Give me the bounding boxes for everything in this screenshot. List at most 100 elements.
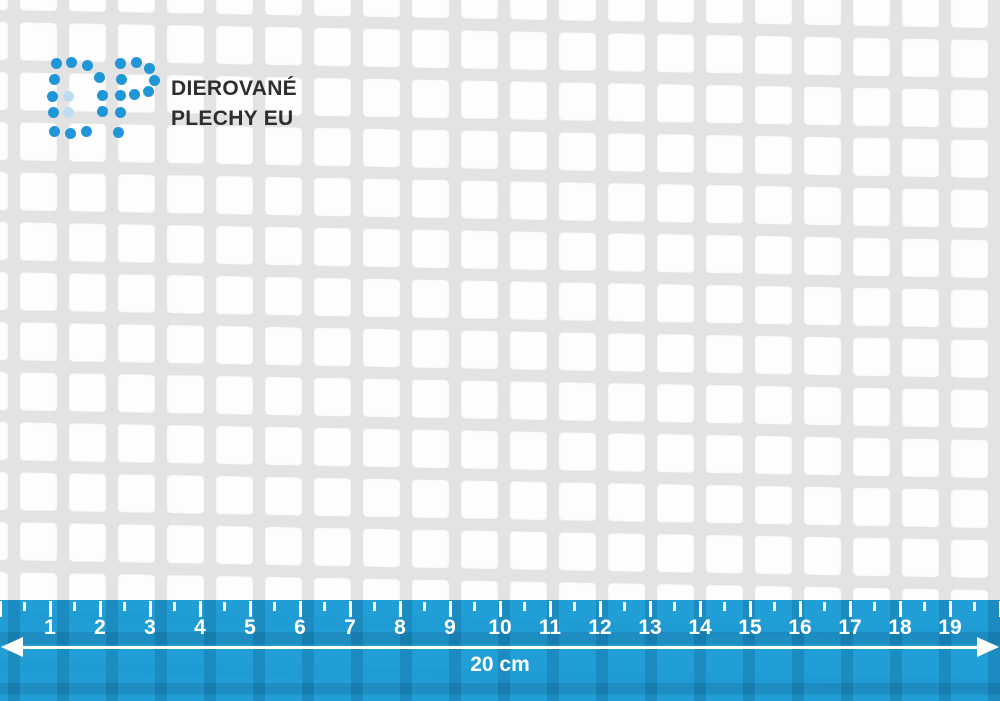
perforation-hole [951, 288, 988, 329]
logo-dot [81, 59, 93, 71]
perforation-hole [706, 534, 743, 574]
ruler-tick-major [849, 601, 852, 617]
perforation-hole [804, 0, 841, 26]
brand-name-line2: PLECHY EU [171, 107, 294, 130]
brand-name-line1: DIEROVANÉ [171, 77, 297, 100]
ruler-tick-major [599, 601, 602, 617]
perforation-hole [755, 535, 792, 575]
perforation-hole [69, 472, 106, 512]
ruler-number: 3 [144, 616, 156, 639]
perforation-hole [853, 187, 890, 227]
ruler-number: 15 [738, 616, 762, 639]
brand-logo: DIEROVANÉ PLECHY EU [0, 0, 420, 170]
perforation-hole [314, 477, 351, 517]
perforation-hole [657, 183, 694, 223]
perforation-hole [853, 137, 890, 177]
perforation-hole [902, 188, 939, 228]
perforation-hole [314, 277, 351, 317]
perforation-hole [755, 185, 792, 225]
ruler-tick-minor [123, 602, 126, 611]
perforation-hole [167, 174, 204, 214]
perforation-hole [216, 325, 253, 365]
perforation-hole [167, 274, 204, 314]
logo-dot [114, 57, 126, 69]
perforation-hole [363, 278, 400, 318]
perforation-hole [706, 84, 743, 124]
perforation-hole [608, 282, 645, 322]
perforation-hole [412, 329, 449, 369]
perforation-hole [706, 134, 743, 174]
perforation-hole [167, 374, 204, 414]
ruler-tick-major [99, 601, 102, 617]
perforation-hole [216, 175, 253, 215]
perforation-hole [216, 425, 253, 465]
perforation-hole [69, 272, 106, 312]
ruler-number: 1 [44, 616, 56, 639]
ruler-tick-minor [523, 602, 526, 611]
ruler-tick-minor [273, 602, 276, 611]
perforation-hole [951, 38, 988, 79]
perforation-hole [951, 538, 988, 579]
perforation-hole [706, 234, 743, 274]
perforation-hole [461, 379, 498, 420]
logo-dot [114, 106, 126, 118]
logo-dot [80, 125, 92, 137]
perforation-hole [608, 432, 645, 472]
ruler-tick-minor [623, 602, 626, 611]
ruler-tick-minor [873, 602, 876, 611]
perforation-hole [657, 333, 694, 373]
perforation-hole [412, 229, 449, 269]
perforation-hole [69, 372, 106, 412]
perforation-hole [216, 225, 253, 265]
ruler-tick-major [149, 601, 152, 617]
perforation-hole [559, 281, 596, 321]
perforation-hole [265, 376, 302, 416]
logo-dot [143, 62, 155, 74]
ruler-tick-major [549, 601, 552, 617]
ruler-tick-major [199, 601, 202, 617]
perforation-hole [804, 536, 841, 576]
perforation-hole [559, 181, 596, 221]
perforation-hole [0, 520, 8, 561]
ruler-tick-minor [323, 602, 326, 611]
perforation-hole [608, 382, 645, 422]
perforation-hole [167, 224, 204, 264]
perforation-hole [755, 435, 792, 475]
perforation-hole [902, 0, 939, 28]
perforation-hole [559, 0, 596, 21]
perforation-hole [902, 438, 939, 478]
logo-dot [50, 57, 62, 69]
perforation-hole [461, 129, 498, 170]
perforation-hole [657, 233, 694, 273]
perforation-hole [804, 336, 841, 376]
perforation-hole [755, 335, 792, 375]
perforation-hole [657, 433, 694, 473]
perforation-hole [265, 426, 302, 466]
perforation-hole [853, 337, 890, 377]
ruler-tick-minor [573, 602, 576, 611]
perforation-hole [118, 523, 155, 563]
ruler-tick-minor [73, 602, 76, 611]
perforation-hole [608, 532, 645, 572]
ruler-tick-major [299, 601, 302, 617]
ruler-tick-minor [473, 602, 476, 611]
logo-dot [93, 71, 105, 83]
ruler-tick-major [499, 601, 502, 617]
perforation-hole [804, 186, 841, 226]
perforation-hole [657, 83, 694, 123]
perforation-hole [314, 377, 351, 417]
perforation-hole [510, 80, 547, 121]
perforation-hole [167, 424, 204, 464]
perforation-hole [706, 34, 743, 74]
perforation-hole [461, 479, 498, 520]
ruler-number: 14 [688, 616, 712, 639]
perforation-hole [510, 30, 547, 71]
perforation-hole [853, 387, 890, 427]
perforation-hole [804, 236, 841, 276]
ruler-tick-minor [823, 602, 826, 611]
perforation-hole [314, 227, 351, 267]
perforation-hole [461, 329, 498, 370]
perforation-hole [608, 332, 645, 372]
perforation-hole [951, 338, 988, 379]
perforation-hole [608, 0, 645, 22]
